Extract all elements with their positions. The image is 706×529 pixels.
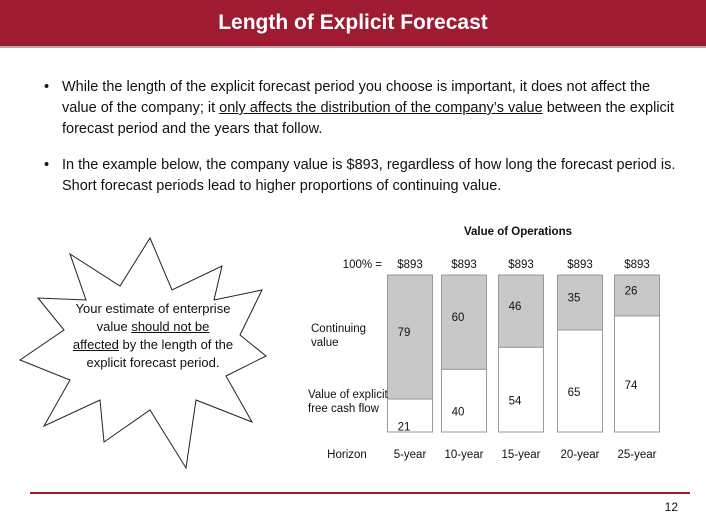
bar-segment <box>387 398 433 433</box>
total-value: $893 <box>508 259 534 271</box>
header-bar: Length of Explicit Forecast <box>0 0 706 48</box>
value-label: 35 <box>568 293 581 305</box>
legend-label: Continuing value <box>311 323 366 349</box>
bullet: • While the length of the explicit foreca… <box>44 79 675 137</box>
total-value: $893 <box>624 259 650 271</box>
page-number: 12 <box>664 500 678 514</box>
total-value: $893 <box>451 259 477 271</box>
value-label: 21 <box>398 422 411 434</box>
value-label: 54 <box>509 396 522 408</box>
bar-segment <box>441 274 487 370</box>
value-label: 65 <box>568 387 581 399</box>
bar-segment <box>498 274 544 348</box>
bullet-text: While the length of the explicit forecas… <box>62 79 651 116</box>
starburst <box>18 236 267 470</box>
bar-segment <box>441 368 487 433</box>
bullet-text: between the explicit forecast period and… <box>62 100 675 137</box>
value-label: 79 <box>398 327 411 339</box>
value-label: 74 <box>625 380 638 392</box>
value-label: 60 <box>452 312 465 324</box>
value-label: 40 <box>452 407 465 419</box>
chart-title: Value of Operations <box>464 226 572 238</box>
x-tick-label: 10-year <box>445 449 484 461</box>
callout-text: Your estimate of enterprise value should… <box>72 300 234 372</box>
total-value: $893 <box>567 259 593 271</box>
x-tick-label: 20-year <box>561 449 600 461</box>
bar-segment <box>614 315 660 433</box>
x-axis-label: Horizon <box>327 449 367 461</box>
bar-segment <box>498 346 544 433</box>
slide-title: Length of Explicit Forecast <box>218 11 488 34</box>
total-value: $893 <box>397 259 423 271</box>
x-tick-label: 5-year <box>394 449 427 461</box>
callout-part: by the length of the explicit forecast p… <box>86 337 234 370</box>
callout-part-underlined: should not be affected <box>72 319 210 352</box>
bullet-text-underlined: only affects the distribution of the com… <box>219 100 543 116</box>
bar-segment <box>614 274 660 317</box>
callout-part: Your estimate of enterprise value <box>75 301 231 334</box>
value-label: 46 <box>509 301 522 313</box>
bullet: • In the example below, the company value… <box>44 155 684 197</box>
bullet-text: In the example below, the company value … <box>62 157 676 194</box>
bar-segment <box>387 274 433 400</box>
bar-segment <box>557 329 603 433</box>
bar-segment <box>557 274 603 331</box>
legend-label: Value of explicit free cash flow <box>308 388 388 415</box>
x-tick-label: 25-year <box>618 449 657 461</box>
total-label: 100% = <box>343 259 383 271</box>
value-label: 26 <box>625 285 638 297</box>
x-tick-label: 15-year <box>502 449 541 461</box>
